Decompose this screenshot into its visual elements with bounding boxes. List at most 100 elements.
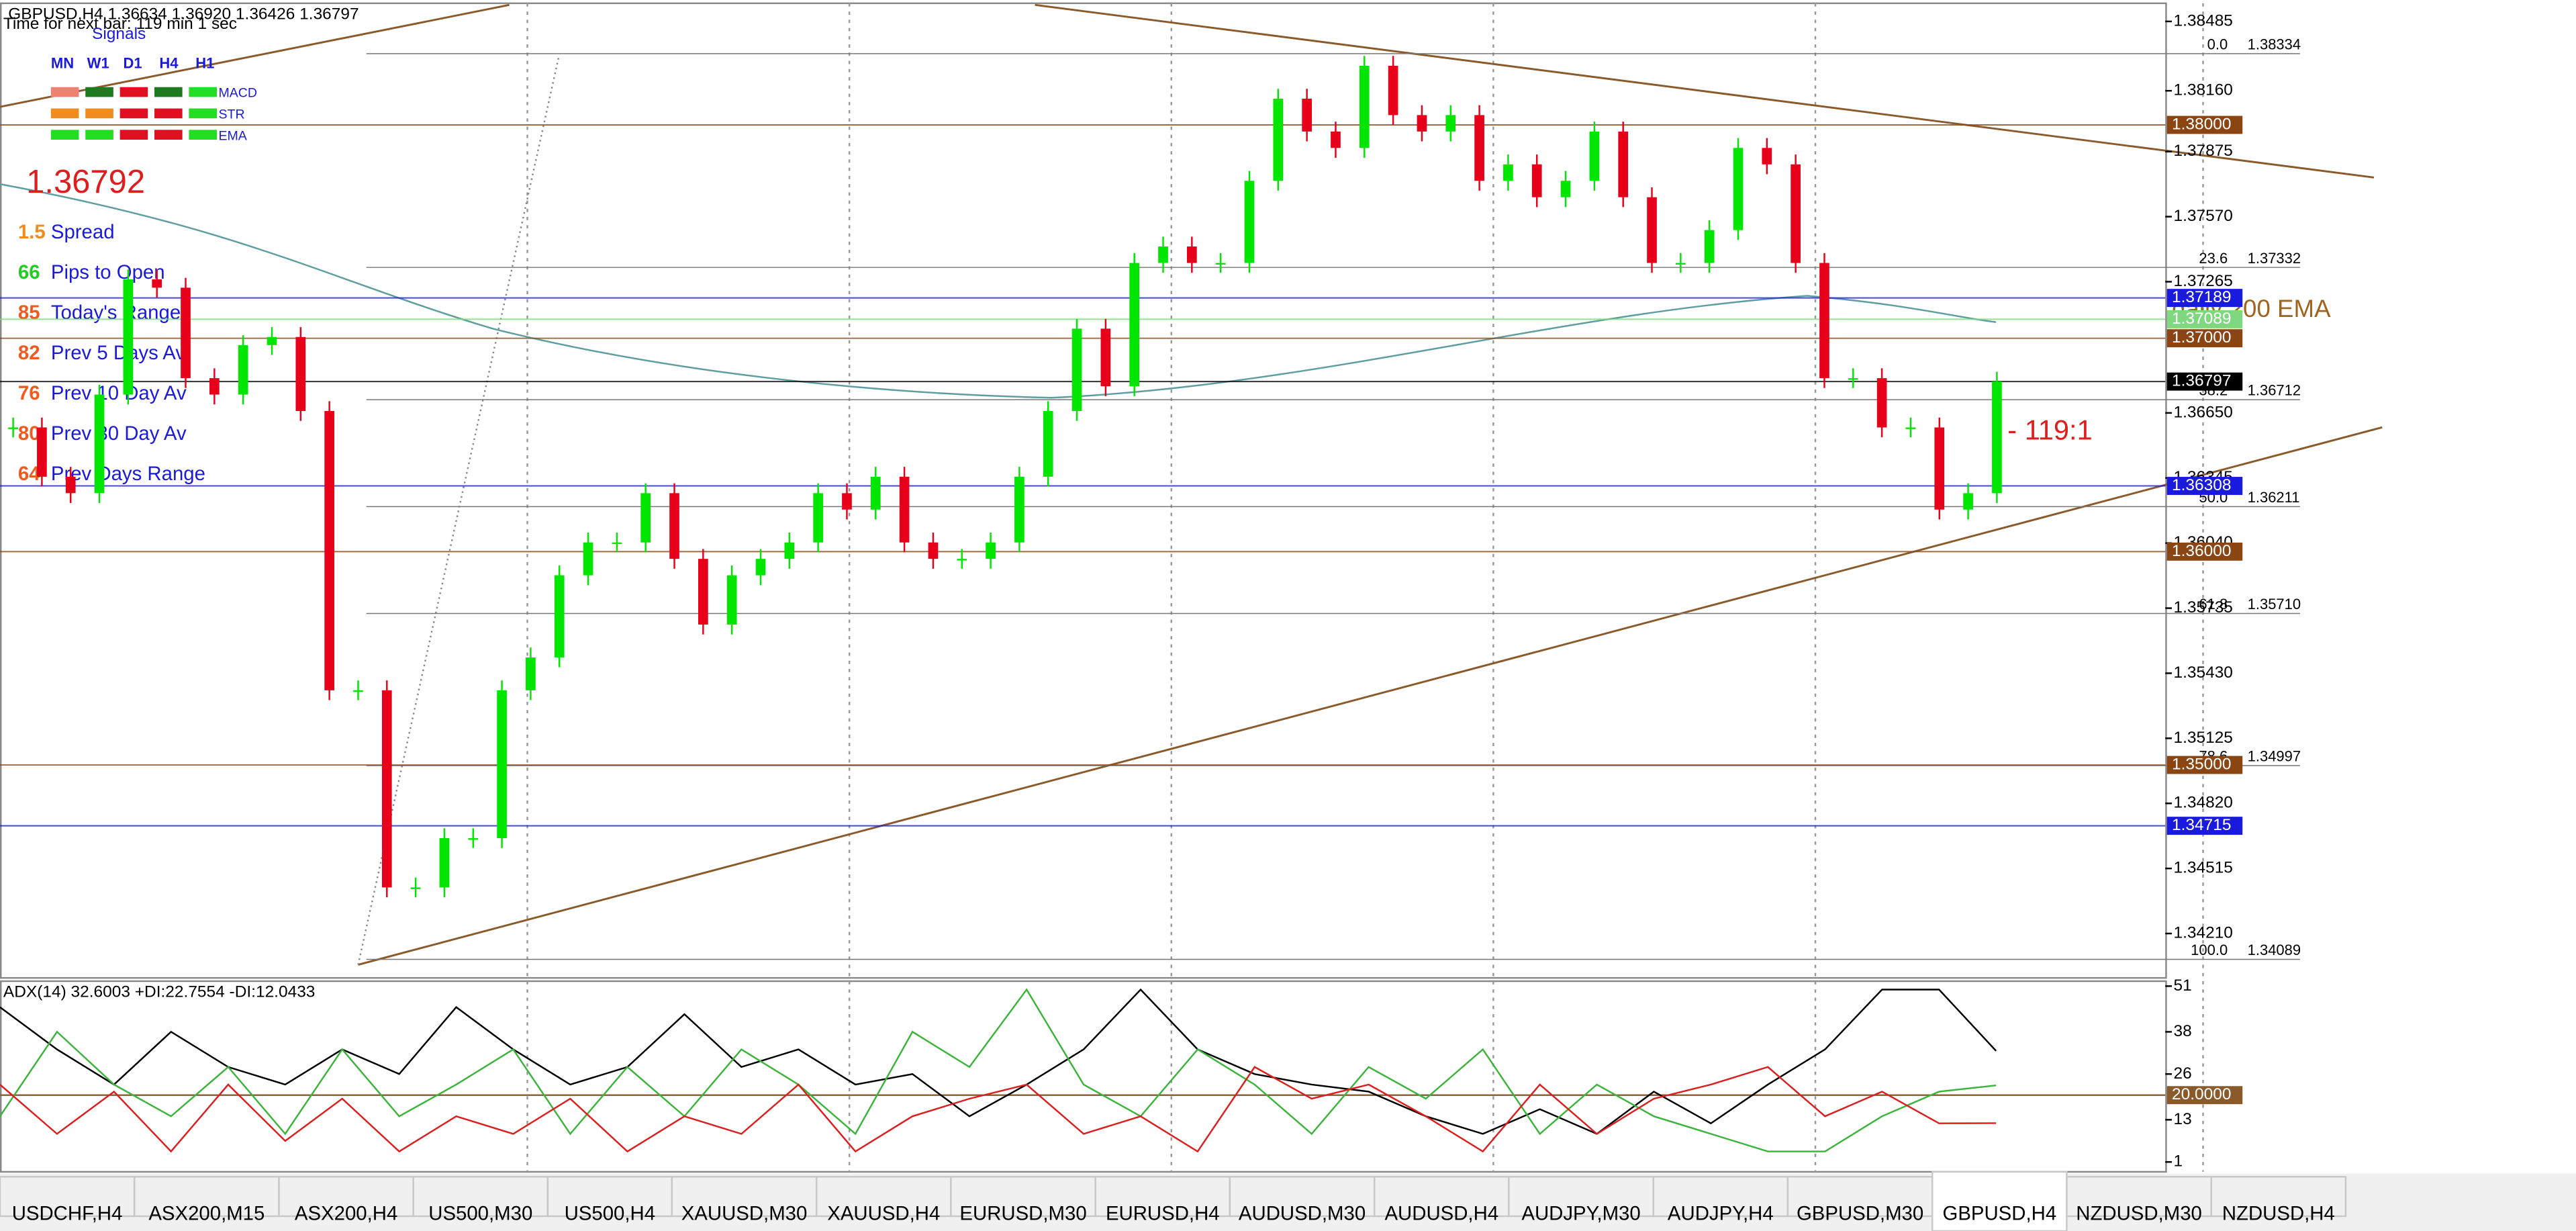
- tab-label[interactable]: NZDUSD,H4: [2222, 1202, 2335, 1224]
- info-label: Prev 30 Day Av: [51, 422, 187, 445]
- candle: [1331, 131, 1341, 148]
- fib-price: 1.34997: [2248, 748, 2301, 765]
- y-tick-label: 1.35430: [2173, 664, 2232, 682]
- fib-price: 1.35710: [2248, 596, 2301, 612]
- candle: [1531, 164, 1542, 197]
- info-number: 85: [18, 302, 40, 324]
- candle: [209, 378, 220, 395]
- info-label: Today's Range: [51, 302, 181, 324]
- candle: [1100, 328, 1111, 387]
- tab[interactable]: [1931, 1171, 2068, 1231]
- signal-box: [154, 87, 183, 97]
- signal-box: [120, 130, 148, 140]
- adx-line: [0, 988, 1997, 1152]
- tab-label[interactable]: AUDUSD,M30: [1239, 1202, 1366, 1224]
- info-label: Prev 5 Days Av: [51, 342, 185, 364]
- candle: [238, 345, 248, 395]
- v-grid: [526, 3, 2204, 1172]
- tab[interactable]: [2066, 1176, 2212, 1218]
- level-label: 1.37000: [2172, 328, 2231, 347]
- candle: [1071, 328, 1082, 412]
- tab[interactable]: [1786, 1176, 1934, 1218]
- tab-label[interactable]: ASX200,M15: [148, 1202, 265, 1224]
- info-number: 64: [18, 463, 40, 485]
- tab[interactable]: [1508, 1176, 1654, 1218]
- level-box: [2166, 372, 2243, 391]
- tab[interactable]: [0, 1176, 136, 1218]
- info-number: 1.5: [18, 221, 46, 243]
- tab-label[interactable]: US500,H4: [565, 1202, 655, 1224]
- candle: [1244, 181, 1255, 263]
- candle: [1503, 164, 1513, 181]
- level-label: 1.36000: [2172, 542, 2231, 560]
- candle: [1848, 378, 1858, 380]
- signal-box: [85, 87, 113, 97]
- candle: [928, 542, 939, 559]
- tab[interactable]: [1373, 1176, 1510, 1218]
- level-box: [2166, 310, 2243, 328]
- tab-label[interactable]: EURUSD,M30: [959, 1202, 1086, 1224]
- tab-label[interactable]: XAUUSD,M30: [681, 1202, 808, 1224]
- tab[interactable]: [1652, 1176, 1789, 1218]
- signal-box: [85, 108, 113, 119]
- adx-frame: [0, 980, 2167, 1173]
- candle: [1733, 148, 1744, 230]
- level-box: [2166, 289, 2243, 308]
- tab-label[interactable]: AUDJPY,H4: [1668, 1202, 1774, 1224]
- tab[interactable]: [1094, 1176, 1231, 1218]
- candle: [1014, 476, 1024, 543]
- candle: [1445, 115, 1456, 132]
- tab-label[interactable]: NZDUSD,M30: [2076, 1202, 2202, 1224]
- candle: [784, 542, 795, 559]
- candle: [1302, 98, 1312, 132]
- candle: [1158, 246, 1168, 263]
- info-label: Pips to Open: [51, 261, 165, 283]
- tab[interactable]: [412, 1176, 549, 1218]
- tab[interactable]: [2210, 1176, 2347, 1218]
- fib-ratio: 61.8: [2199, 596, 2228, 612]
- candle: [295, 336, 306, 412]
- signal-box: [189, 130, 218, 140]
- candle: [612, 542, 622, 545]
- level-box: [2166, 329, 2243, 348]
- adx-tick-label: 26: [2173, 1064, 2191, 1083]
- tab-label[interactable]: USDCHF,H4: [12, 1202, 123, 1224]
- candle: [640, 493, 651, 543]
- tab-label[interactable]: XAUUSD,H4: [827, 1202, 940, 1224]
- signal-name: EMA: [218, 128, 247, 143]
- fib-price: 1.36211: [2248, 489, 2300, 506]
- tab-label[interactable]: GBPUSD,H4: [1942, 1202, 2056, 1224]
- candle: [1560, 181, 1571, 197]
- tab-label[interactable]: GBPUSD,M30: [1797, 1202, 1923, 1224]
- adx-tick-label: 51: [2173, 976, 2191, 995]
- fib-price: 1.37332: [2248, 250, 2301, 267]
- tab-label[interactable]: AUDJPY,M30: [1521, 1202, 1640, 1224]
- signal-box: [50, 87, 79, 97]
- level-label: 1.34715: [2172, 816, 2231, 834]
- y-tick-label: 1.34515: [2173, 859, 2232, 877]
- level-label: 1.36797: [2172, 372, 2231, 390]
- candle: [497, 690, 507, 839]
- candle: [583, 542, 593, 576]
- tab-label[interactable]: EURUSD,H4: [1106, 1202, 1220, 1224]
- tab[interactable]: [671, 1176, 818, 1218]
- signal-timeframe: W1: [87, 54, 109, 71]
- adx-title: ADX(14) 32.6003 +DI:22.7554 -DI:12.0433: [3, 983, 316, 1001]
- candle: [1388, 65, 1398, 116]
- signals-title: Signals: [92, 25, 146, 43]
- y-tick-label: 1.36650: [2173, 403, 2232, 421]
- tab-label[interactable]: US500,M30: [428, 1202, 532, 1224]
- tab[interactable]: [546, 1176, 673, 1218]
- signal-timeframe: H1: [195, 54, 214, 71]
- tab-label[interactable]: ASX200,H4: [295, 1202, 397, 1224]
- tab[interactable]: [133, 1176, 280, 1218]
- candle: [1417, 115, 1427, 132]
- tab-label[interactable]: AUDUSD,H4: [1384, 1202, 1498, 1224]
- candle: [986, 542, 996, 559]
- tab[interactable]: [278, 1176, 414, 1218]
- tab[interactable]: [950, 1176, 1096, 1218]
- candle: [870, 476, 881, 510]
- candle: [1589, 131, 1600, 181]
- candle: [1215, 263, 1226, 265]
